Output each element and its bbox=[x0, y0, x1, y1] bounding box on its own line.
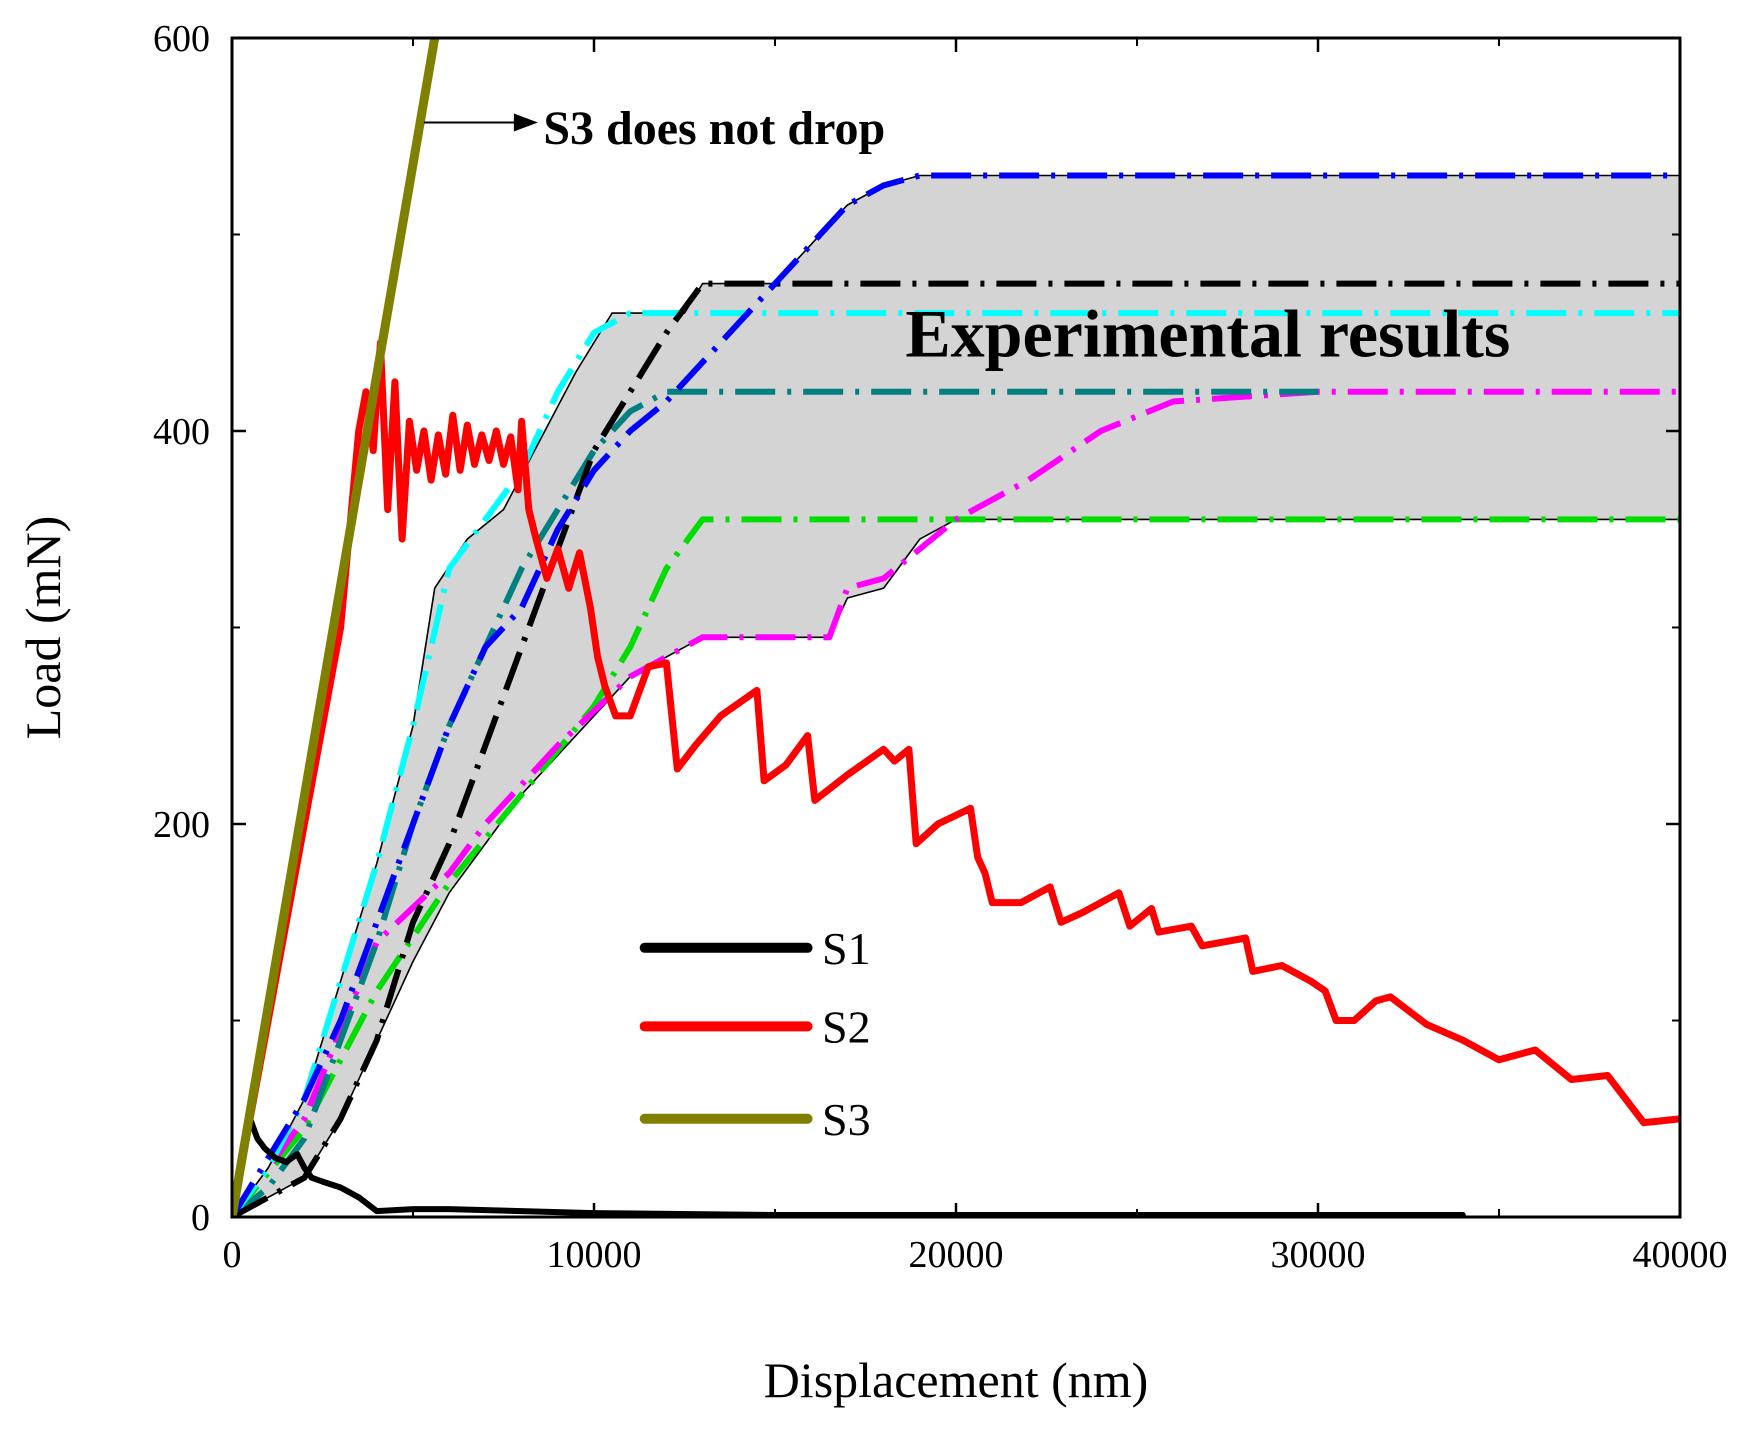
series-s1-line bbox=[232, 1115, 1466, 1217]
legend-label-s2: S2 bbox=[822, 1001, 871, 1052]
x-tick-label: 10000 bbox=[547, 1234, 642, 1276]
axes: 0 10000 20000 30000 40000 0 200 400 600 bbox=[153, 18, 1728, 1276]
s3-note-annotation: S3 does not drop bbox=[543, 102, 885, 155]
legend: S1 S2 S3 bbox=[639, 923, 871, 1145]
series-exp-cyan-line bbox=[232, 310, 1680, 1217]
series-exp-green-line bbox=[232, 516, 1680, 1217]
legend-label-s3: S3 bbox=[822, 1094, 871, 1145]
series-exp-blue-line bbox=[232, 172, 1680, 1217]
series-exp-magenta-line bbox=[232, 388, 1680, 1217]
plot-content bbox=[232, 38, 1680, 1217]
plot-area bbox=[232, 38, 1680, 1217]
experimental-band bbox=[232, 175, 1680, 1217]
x-axis-title: Displacement (nm) bbox=[764, 1352, 1149, 1408]
x-tick-label: 20000 bbox=[909, 1234, 1004, 1276]
note-arrowhead bbox=[513, 113, 538, 132]
x-tick-label: 0 bbox=[223, 1234, 242, 1276]
experimental-results-label: Experimental results bbox=[905, 295, 1510, 371]
y-tick-label: 600 bbox=[153, 18, 210, 60]
y-tick-label: 400 bbox=[153, 411, 210, 453]
series-exp-black-line bbox=[232, 280, 1680, 1217]
legend-label-s1: S1 bbox=[822, 923, 871, 974]
y-tick-label: 0 bbox=[191, 1197, 210, 1239]
series-s3-line bbox=[232, 38, 440, 1217]
x-tick-label: 30000 bbox=[1271, 1234, 1366, 1276]
x-tick-label: 40000 bbox=[1633, 1234, 1728, 1276]
y-axis-title: Load (mN) bbox=[15, 516, 71, 740]
series-s2-line bbox=[232, 339, 1680, 1217]
y-tick-label: 200 bbox=[153, 804, 210, 846]
